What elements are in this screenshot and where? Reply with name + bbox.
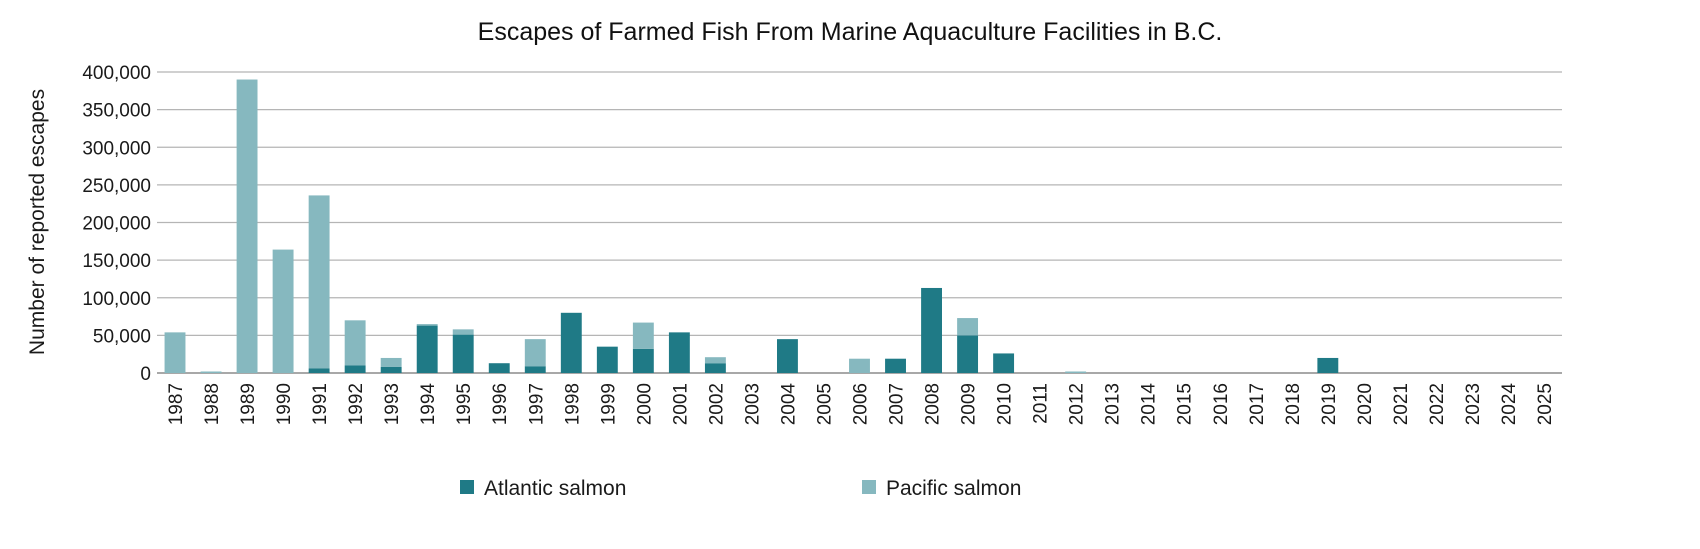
bar-atlantic-1999 xyxy=(596,346,618,373)
x-tick-label: 2000 xyxy=(634,383,655,425)
legend-swatch-atlantic xyxy=(460,480,474,494)
x-tick-label: 2015 xyxy=(1175,383,1196,425)
bar-atlantic-2010 xyxy=(993,353,1015,373)
x-tick-label: 2005 xyxy=(814,383,835,425)
x-tick-label: 2024 xyxy=(1499,383,1520,426)
x-tick-label: 1991 xyxy=(310,383,331,425)
bar-atlantic-2000 xyxy=(632,348,654,373)
x-tick-label: 1999 xyxy=(598,383,619,425)
x-tick-label: 2002 xyxy=(706,383,727,425)
x-tick-label: 1997 xyxy=(526,383,547,425)
y-axis-label: Number of reported escapes xyxy=(26,89,49,355)
y-tick-label: 50,000 xyxy=(93,326,151,347)
x-tick-label: 2018 xyxy=(1283,383,1304,425)
x-tick-label: 1988 xyxy=(202,383,223,425)
bar-pacific-2012 xyxy=(1065,371,1087,373)
y-tick-label: 0 xyxy=(140,364,151,385)
x-tick-label: 2020 xyxy=(1355,383,1376,425)
x-tick-label: 2025 xyxy=(1535,383,1556,425)
bar-atlantic-2004 xyxy=(777,339,798,373)
bar-atlantic-2007 xyxy=(885,358,906,373)
bar-atlantic-1992 xyxy=(344,365,366,373)
bar-pacific-1990 xyxy=(272,249,294,373)
y-tick-label: 250,000 xyxy=(82,176,151,197)
x-tick-label: 2022 xyxy=(1427,383,1448,425)
bar-pacific-1987 xyxy=(164,332,186,373)
x-tick-label: 2003 xyxy=(742,383,763,425)
x-tick-label: 1990 xyxy=(274,383,295,425)
x-tick-label: 1987 xyxy=(166,383,187,425)
x-tick-label: 1994 xyxy=(418,383,439,426)
x-tick-label: 1998 xyxy=(562,383,583,425)
x-tick-label: 2008 xyxy=(923,383,944,425)
bar-pacific-2009 xyxy=(957,318,979,336)
bar-atlantic-2019 xyxy=(1317,357,1339,373)
bar-pacific-2002 xyxy=(704,357,726,364)
x-tick-label: 2014 xyxy=(1139,383,1160,426)
y-tick-label: 400,000 xyxy=(82,63,151,84)
x-tick-label: 2019 xyxy=(1319,383,1340,425)
bar-atlantic-1991 xyxy=(308,368,330,373)
x-tick-label: 2012 xyxy=(1067,383,1088,425)
y-tick-label: 300,000 xyxy=(82,138,151,159)
bar-pacific-1993 xyxy=(380,357,402,367)
bar-pacific-1989 xyxy=(236,79,258,374)
bar-atlantic-1998 xyxy=(560,312,582,373)
x-tick-label: 2013 xyxy=(1103,383,1124,425)
x-tick-label: 1993 xyxy=(382,383,403,425)
bar-pacific-2000 xyxy=(632,322,654,349)
bar-atlantic-1997 xyxy=(524,366,546,373)
y-tick-label: 150,000 xyxy=(82,251,151,272)
legend: Atlantic salmon Pacific salmon xyxy=(460,477,1021,500)
bar-atlantic-1994 xyxy=(416,325,438,373)
bar-pacific-1992 xyxy=(344,320,366,366)
y-tick-label: 100,000 xyxy=(82,289,151,310)
x-tick-label: 2017 xyxy=(1247,383,1268,425)
gridlines xyxy=(157,71,1562,374)
bar-atlantic-2009 xyxy=(957,335,979,373)
bar-atlantic-2002 xyxy=(704,363,726,373)
chart-title: Escapes of Farmed Fish From Marine Aquac… xyxy=(478,18,1223,46)
x-tick-label: 1996 xyxy=(490,383,511,425)
bar-pacific-1997 xyxy=(524,339,546,367)
y-tick-label: 350,000 xyxy=(82,101,151,122)
x-tick-label: 2021 xyxy=(1391,383,1412,425)
legend-label-pacific: Pacific salmon xyxy=(886,477,1021,500)
bar-pacific-1991 xyxy=(308,195,330,369)
x-tick-label: 2004 xyxy=(778,383,799,426)
bar-pacific-1988 xyxy=(200,371,222,373)
x-tick-label: 1992 xyxy=(346,383,367,425)
x-tick-label: 2011 xyxy=(1031,383,1052,424)
bar-atlantic-1996 xyxy=(488,363,510,373)
bar-atlantic-2008 xyxy=(921,287,942,373)
legend-label-atlantic: Atlantic salmon xyxy=(484,477,626,500)
x-tick-label: 1995 xyxy=(454,383,475,425)
x-tick-label: 2023 xyxy=(1463,383,1484,425)
x-tick-label: 2006 xyxy=(851,383,872,425)
bar-atlantic-1995 xyxy=(452,334,474,373)
x-tick-label: 2009 xyxy=(959,383,980,425)
x-tick-label: 1989 xyxy=(238,383,259,425)
x-tick-label: 2001 xyxy=(670,383,691,425)
bar-pacific-2006 xyxy=(849,358,870,373)
bar-atlantic-2001 xyxy=(668,332,690,373)
y-tick-labels: 0 50,000 100,000 150,000 200,000 250,000 300,0… xyxy=(82,63,151,385)
bar-pacific-1994 xyxy=(416,324,438,326)
x-tick-label: 2010 xyxy=(995,383,1016,425)
x-tick-label: 2007 xyxy=(887,383,908,425)
bar-pacific-1995 xyxy=(452,329,474,335)
y-tick-label: 200,000 xyxy=(82,214,151,235)
legend-swatch-pacific xyxy=(862,480,876,494)
x-tick-labels: 1987 1988 1989 1990 1991 1992 1993 1994 1995 1996… xyxy=(166,383,1556,426)
bar-atlantic-1993 xyxy=(380,366,402,373)
x-tick-label: 2016 xyxy=(1211,383,1232,425)
bars xyxy=(164,79,1339,374)
